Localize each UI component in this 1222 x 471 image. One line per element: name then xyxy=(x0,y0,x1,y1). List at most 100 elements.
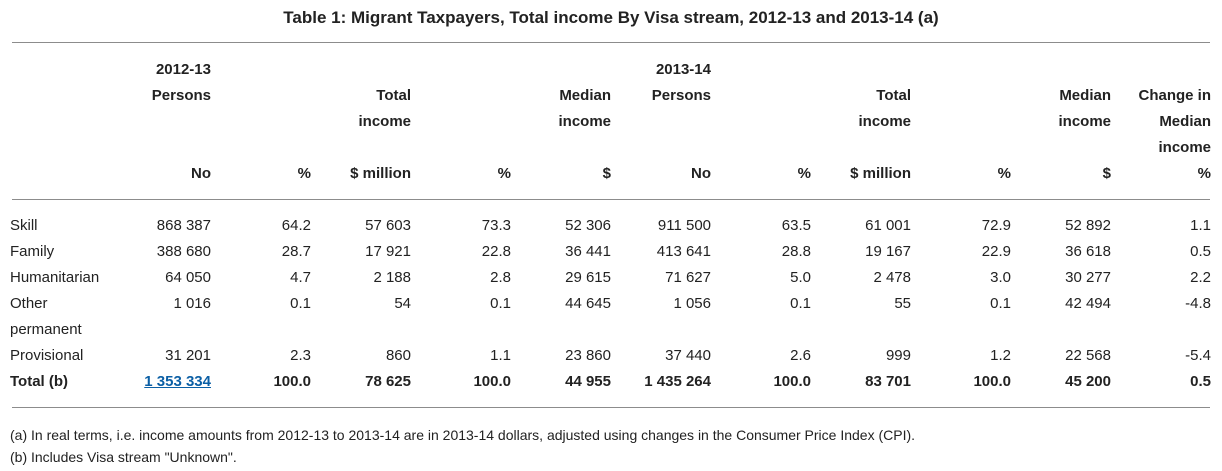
cell: 1 016 xyxy=(173,295,211,312)
cell: 44 955 xyxy=(565,373,611,390)
bottom-rule xyxy=(12,407,1210,408)
cell: 0.1 xyxy=(790,295,811,312)
header-row-names-3: income xyxy=(0,135,1217,161)
header-change-in: Change in xyxy=(1138,87,1211,104)
unit-pct-income-2012: % xyxy=(497,165,511,182)
header-persons-2012: Persons xyxy=(151,87,211,104)
row-label-line2: permanent xyxy=(10,321,82,338)
header-income-median-2012: income xyxy=(558,113,611,130)
cell: 31 201 xyxy=(165,347,211,364)
cell: 1.1 xyxy=(1190,217,1211,234)
cell: 78 625 xyxy=(365,373,411,390)
row-label-line1: Other xyxy=(10,295,48,312)
cell: 2 188 xyxy=(373,269,411,286)
unit-dollar-2013: $ xyxy=(1102,165,1111,182)
footnote-b: (b) Includes Visa stream "Unknown". xyxy=(10,449,237,465)
cell: 1.1 xyxy=(490,347,511,364)
cell: 2.2 xyxy=(1190,269,1211,286)
cell: 4.7 xyxy=(290,269,311,286)
cell: 83 701 xyxy=(865,373,911,390)
unit-million-2012: $ million xyxy=(350,165,411,182)
cell: 100.0 xyxy=(473,373,511,390)
table-row: Provisional 31 201 2.3 860 1.1 23 860 37… xyxy=(0,343,1217,369)
cell: -4.8 xyxy=(1185,295,1211,312)
cell: 63.5 xyxy=(781,217,811,234)
cell: 23 860 xyxy=(565,347,611,364)
header-total-2013: Total xyxy=(876,87,911,104)
cell: 42 494 xyxy=(1065,295,1111,312)
cell: 73.3 xyxy=(481,217,511,234)
table-row: Family 388 680 28.7 17 921 22.8 36 441 4… xyxy=(0,239,1217,265)
cell: 54 xyxy=(394,295,411,312)
total-row: Total (b) 1 353 334 100.0 78 625 100.0 4… xyxy=(0,369,1217,395)
cell: 413 641 xyxy=(656,243,711,260)
cell: 1 435 264 xyxy=(644,373,711,390)
cell: 911 500 xyxy=(657,217,711,234)
cell: 2.8 xyxy=(490,269,511,286)
cell: 100.0 xyxy=(773,373,811,390)
cell: 29 615 xyxy=(565,269,611,286)
cell: 52 306 xyxy=(565,217,611,234)
cell: 0.5 xyxy=(1190,373,1211,390)
cell: 1 056 xyxy=(673,295,711,312)
data-table: 2012-13 2013-14 Persons Total Median Per… xyxy=(0,57,1217,395)
header-income-median-2013: income xyxy=(1058,113,1111,130)
total-label: Total (b) xyxy=(10,373,69,390)
row-label: Skill xyxy=(10,217,38,234)
total-persons-link-cell: 1 353 334 xyxy=(132,369,217,395)
cell: 30 277 xyxy=(1065,269,1111,286)
cell: 37 440 xyxy=(665,347,711,364)
cell: -5.4 xyxy=(1185,347,1211,364)
unit-pct-change: % xyxy=(1197,165,1211,182)
cell: 22 568 xyxy=(1065,347,1111,364)
cell: 45 200 xyxy=(1065,373,1111,390)
cell: 55 xyxy=(894,295,911,312)
row-label: Humanitarian xyxy=(10,269,100,286)
cell: 5.0 xyxy=(790,269,811,286)
cell: 72.9 xyxy=(981,217,1011,234)
unit-pct-persons-2012: % xyxy=(297,165,311,182)
header-median-2013: Median xyxy=(1059,87,1111,104)
table-row: Skill 868 387 64.2 57 603 73.3 52 306 91… xyxy=(0,213,1217,239)
cell: 17 921 xyxy=(365,243,411,260)
header-row-units: No % $ million % $ No % $ million % $ % xyxy=(0,161,1217,187)
cell: 44 645 xyxy=(565,295,611,312)
cell: 71 627 xyxy=(665,269,711,286)
row-label: Family xyxy=(10,243,55,260)
unit-no-2012: No xyxy=(191,165,211,182)
unit-million-2013: $ million xyxy=(850,165,911,182)
top-rule xyxy=(12,42,1210,43)
cell: 0.1 xyxy=(490,295,511,312)
cell: 28.8 xyxy=(781,243,811,260)
header-income-total-2013: income xyxy=(858,113,911,130)
row-label: Other permanent xyxy=(0,291,132,343)
cell: 860 xyxy=(385,347,411,364)
cell: 2 478 xyxy=(873,269,911,286)
cell: 1.2 xyxy=(990,347,1011,364)
cell: 61 001 xyxy=(865,217,911,234)
table-row: Humanitarian 64 050 4.7 2 188 2.8 29 615… xyxy=(0,265,1217,291)
header-row-names-2: income income income income Median xyxy=(0,109,1217,135)
total-persons-link[interactable]: 1 353 334 xyxy=(144,373,211,390)
header-change-median: Median xyxy=(1159,113,1211,130)
cell: 100.0 xyxy=(973,373,1011,390)
cell: 100.0 xyxy=(273,373,311,390)
cell: 36 618 xyxy=(1065,243,1111,260)
unit-dollar-2012: $ xyxy=(602,165,611,182)
header-persons-2013: Persons xyxy=(651,87,711,104)
table-row: Other permanent 1 016 0.1 54 0.1 44 645 1… xyxy=(0,291,1217,343)
cell: 19 167 xyxy=(865,243,911,260)
unit-no-2013: No xyxy=(691,165,711,182)
cell: 22.8 xyxy=(481,243,511,260)
cell: 3.0 xyxy=(990,269,1011,286)
header-median-2012: Median xyxy=(559,87,611,104)
cell: 2.6 xyxy=(790,347,811,364)
cell: 388 680 xyxy=(156,243,211,260)
header-change-income: income xyxy=(1158,139,1211,156)
header-2013: 2013-14 xyxy=(655,61,711,78)
cell: 0.5 xyxy=(1190,243,1211,260)
cell: 868 387 xyxy=(156,217,211,234)
header-row-years: 2012-13 2013-14 xyxy=(0,57,1217,83)
footnotes: (a) In real terms, i.e. income amounts f… xyxy=(10,424,915,468)
header-total-2012: Total xyxy=(376,87,411,104)
